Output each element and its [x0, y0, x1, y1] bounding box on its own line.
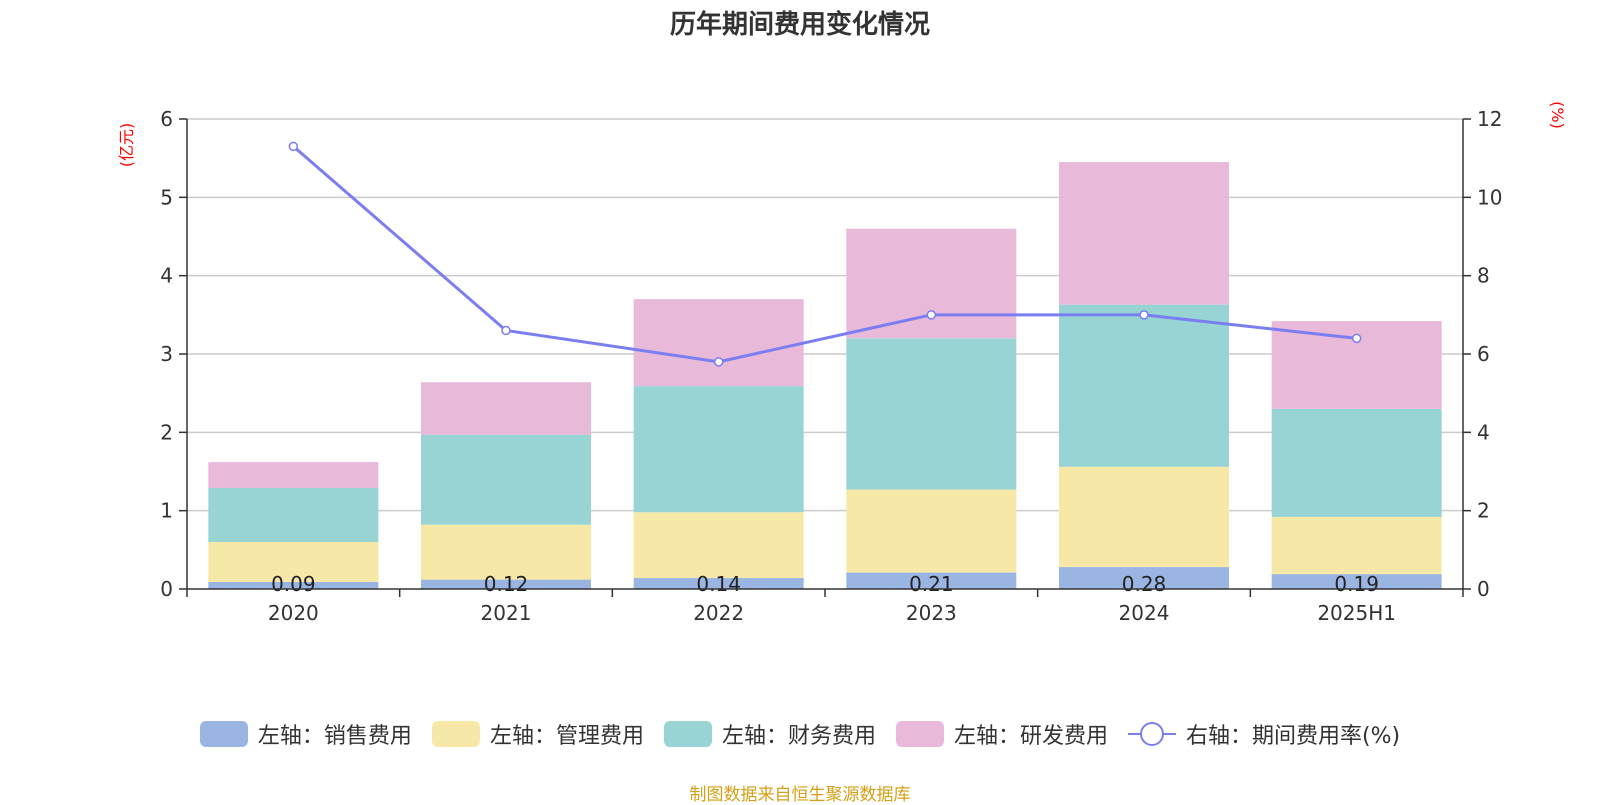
- rate-line-point: [288, 141, 299, 152]
- legend-swatch-sales: [199, 721, 248, 747]
- bar-segment: [1271, 408, 1442, 517]
- bar-data-labels: 0.09 0.12 0.14 0.21 0.28 0.19: [271, 572, 1379, 596]
- bar-data-label: 0.21: [909, 572, 954, 596]
- chart-area: 0.09 0.12 0.14 0.21 0.28 0.19 012345602468101…: [117, 101, 1567, 625]
- right-axis-tick-label: 12: [1477, 107, 1502, 131]
- left-axis-unit: (亿元): [117, 123, 136, 168]
- rate-line-point: [501, 325, 511, 336]
- right-axis-unit: (%): [1548, 101, 1567, 129]
- bar-segment: [846, 338, 1017, 490]
- legend-swatch-finance: [663, 721, 712, 747]
- bar-segment: [1059, 466, 1229, 568]
- left-axis-tick-label: 3: [160, 342, 173, 366]
- legend-label-rate: 右轴：期间费用率(%): [1185, 724, 1401, 749]
- rate-line-point: [1139, 310, 1149, 320]
- bar-data-label: 0.28: [1122, 572, 1167, 596]
- bar-segment: [846, 228, 1017, 339]
- bar-data-label: 0.12: [484, 572, 529, 596]
- legend-label-admin: 左轴：管理费用: [489, 724, 644, 749]
- bar-segment: [1059, 567, 1229, 589]
- x-axis-tick-label: 2020: [268, 601, 319, 625]
- legend-swatch-rnd: [895, 721, 944, 747]
- left-axis-tick-label: 4: [160, 264, 173, 288]
- grid-lines: [187, 118, 1463, 512]
- legend-label-rnd: 左轴：研发费用: [953, 724, 1108, 749]
- left-axis-tick-label: 5: [160, 185, 173, 209]
- data-source-note: 制图数据来自恒生聚源数据库: [689, 785, 911, 805]
- legend-item-finance[interactable]: 左轴：财务费用: [663, 718, 876, 750]
- right-axis-tick-label: 0: [1477, 577, 1490, 601]
- bar-segment: [1271, 516, 1442, 575]
- bar-segment: [208, 462, 379, 488]
- bar-data-label: 0.14: [696, 572, 741, 596]
- legend-item-rate[interactable]: 右轴：期间费用率(%): [1127, 718, 1401, 750]
- legend-item-rnd[interactable]: 左轴：研发费用: [895, 718, 1108, 750]
- left-axis-tick-label: 2: [160, 420, 173, 444]
- right-axis-tick-label: 6: [1477, 342, 1490, 366]
- bar-segment: [208, 542, 379, 582]
- left-axis-tick-label: 0: [160, 577, 173, 601]
- x-axis-tick-label: 2024: [1119, 601, 1170, 625]
- bar-segment: [421, 524, 591, 580]
- bar-segment: [1271, 574, 1442, 589]
- bar-segment: [633, 578, 804, 589]
- rate-line-point: [1351, 333, 1362, 344]
- bar-data-label: 0.19: [1334, 572, 1379, 596]
- right-axis-tick-label: 2: [1477, 499, 1490, 523]
- legend-label-finance: 左轴：财务费用: [721, 724, 876, 749]
- left-axis-tick-label: 6: [160, 107, 173, 131]
- bar-segment: [421, 579, 591, 589]
- bar-segment: [633, 512, 804, 579]
- bar-segment: [1059, 162, 1229, 305]
- bar-segment: [846, 572, 1017, 589]
- bars: [208, 162, 1442, 589]
- x-axis-tick-label: 2021: [481, 601, 532, 625]
- x-axis-tick-label: 2023: [906, 601, 957, 625]
- right-axis-tick-label: 8: [1477, 264, 1490, 288]
- bar-segment: [633, 299, 804, 387]
- bar-data-label: 0.09: [271, 572, 316, 596]
- x-axis-tick-label: 2025H1: [1317, 601, 1396, 625]
- bar-segment: [208, 487, 379, 542]
- legend-item-sales[interactable]: 左轴：销售费用: [199, 718, 412, 750]
- bar-segment: [633, 386, 804, 513]
- right-axis-tick-label: 4: [1477, 420, 1490, 444]
- bar-segment: [421, 434, 591, 525]
- bar-segment: [846, 489, 1017, 573]
- bar-segment: [208, 581, 379, 589]
- bar-segment: [421, 382, 591, 435]
- legend-item-admin[interactable]: 左轴：管理费用: [431, 718, 644, 750]
- legend: 左轴：销售费用 左轴：管理费用 左轴：财务费用 左轴：研发费用 右轴：期间费用率…: [0, 718, 1600, 750]
- x-axis-tick-label: 2022: [693, 601, 744, 625]
- rate-line: [288, 141, 1362, 367]
- left-axis-tick-label: 1: [160, 499, 173, 523]
- chart-title: 历年期间费用变化情况: [669, 10, 930, 40]
- legend-swatch-rate: [1127, 721, 1176, 747]
- rate-line-point: [926, 310, 937, 320]
- right-axis-tick-label: 10: [1477, 185, 1502, 209]
- rate-line-point: [713, 357, 724, 367]
- legend-label-sales: 左轴：销售费用: [257, 724, 412, 749]
- legend-swatch-admin: [431, 721, 480, 747]
- rate-line-path: [292, 145, 1357, 364]
- bar-segment: [1059, 304, 1229, 467]
